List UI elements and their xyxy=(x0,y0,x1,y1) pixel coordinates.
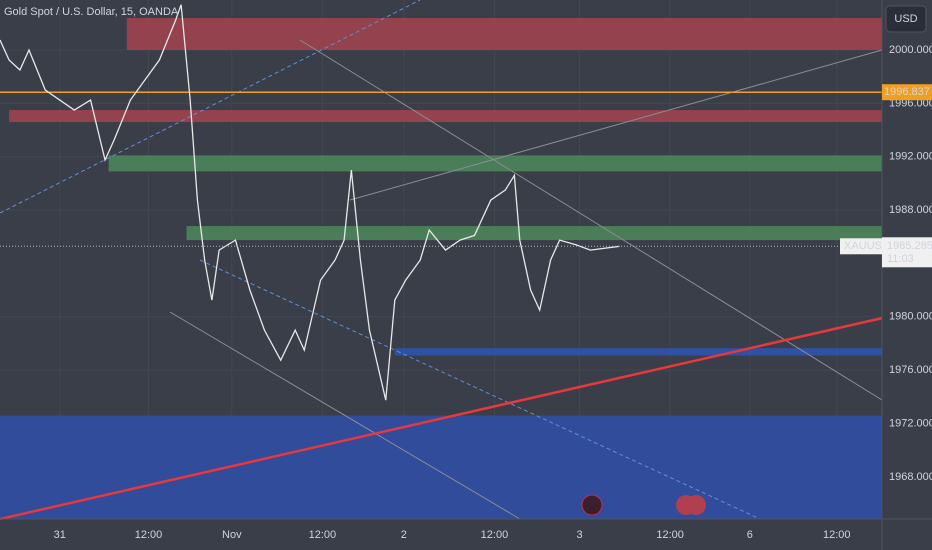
x-tick-label: Nov xyxy=(222,529,242,541)
hline-label-box xyxy=(882,84,932,101)
x-tick-label: 12:00 xyxy=(309,529,337,541)
countdown-label: 11:03 xyxy=(887,253,914,265)
overlay xyxy=(0,4,883,521)
zone xyxy=(108,155,883,172)
currency-button[interactable] xyxy=(885,5,927,33)
y-tick-label: 1988.000 xyxy=(889,204,932,216)
trend-line xyxy=(0,0,421,214)
x-tick-label: 31 xyxy=(54,529,66,541)
zone xyxy=(394,348,882,356)
event-icon[interactable] xyxy=(581,494,603,516)
x-tick-label: 12:00 xyxy=(823,529,851,541)
x-tick-label: 6 xyxy=(747,529,753,541)
x-tick-label: 12:00 xyxy=(481,529,509,541)
symbol-label: XAUUSD xyxy=(844,240,890,252)
trend-line xyxy=(0,316,883,521)
y-tick-label: 1976.000 xyxy=(889,364,932,376)
last-price-label: 1985.285 xyxy=(887,240,932,252)
y-tick-label: 2000.000 xyxy=(889,44,932,56)
symbol-label-box xyxy=(840,238,882,255)
event-icon[interactable] xyxy=(686,495,706,515)
zone xyxy=(9,110,883,123)
trend-line xyxy=(349,49,883,201)
last-price-box xyxy=(882,237,932,268)
trend-line xyxy=(199,259,761,520)
currency-label[interactable]: USD xyxy=(894,13,917,25)
y-tick-label: 1996.000 xyxy=(889,97,932,109)
chart-title: Gold Spot / U.S. Dollar, 15, OANDA xyxy=(4,6,179,18)
zone xyxy=(126,18,882,51)
zone xyxy=(0,415,882,519)
plot-area xyxy=(0,18,883,519)
y-tick-label: 1980.000 xyxy=(889,311,932,323)
y-tick-label: 1992.000 xyxy=(889,151,932,163)
y-tick-label: 1972.000 xyxy=(889,417,932,429)
trend-line xyxy=(169,311,521,520)
x-tick-label: 12:00 xyxy=(135,529,163,541)
zone xyxy=(186,226,882,241)
x-tick-label: 12:00 xyxy=(656,529,684,541)
x-tick-label: 2 xyxy=(401,529,407,541)
x-tick-label: 3 xyxy=(576,529,582,541)
hline-label: 1996.837 xyxy=(884,86,930,98)
y-tick-label: 1968.000 xyxy=(889,471,932,483)
price-line xyxy=(0,4,620,401)
